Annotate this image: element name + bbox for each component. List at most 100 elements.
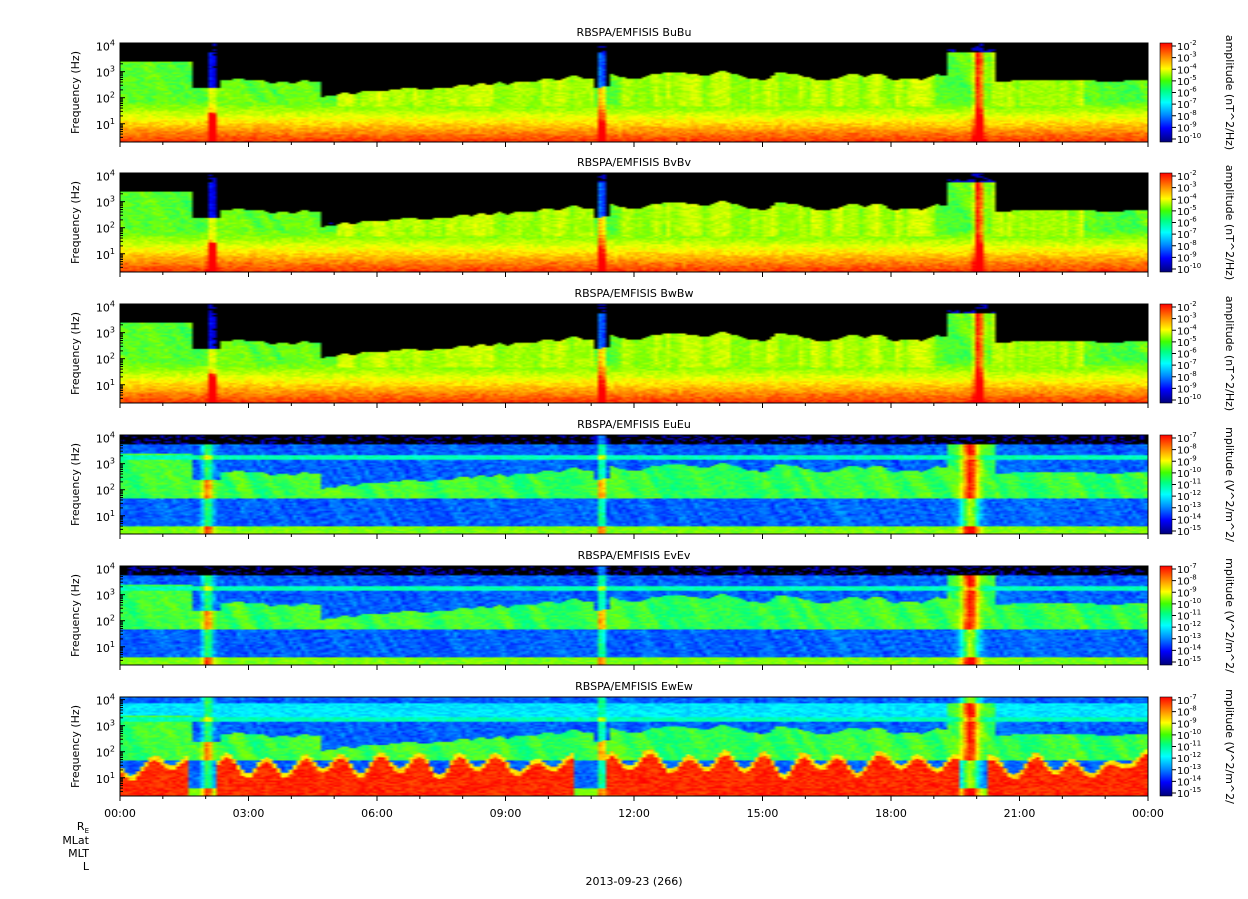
x-tick-label: 09:00: [490, 807, 522, 820]
colorbar-tick-label: 10-8: [1177, 370, 1197, 384]
colorbar-label: mplitude (V^2/m^2/: [1223, 689, 1236, 804]
y-tick-label: 102: [96, 91, 115, 106]
colorbar-tick-label: 10-11: [1177, 609, 1201, 623]
colorbar: [1159, 303, 1173, 404]
colorbar-tick-label: 10-8: [1177, 239, 1197, 253]
colorbar-tick-label: 10-9: [1177, 381, 1197, 395]
spectrogram-panels: RBSPA/EMFISIS BuBu 101 102 103 104 Frequency …: [69, 26, 1236, 820]
y-tick-label: 101: [96, 640, 115, 655]
y-tick-label: 101: [96, 117, 115, 132]
y-axis-label: Frequency (Hz): [69, 181, 82, 264]
colorbar-tick-label: 10-11: [1177, 478, 1201, 492]
panel-3: RBSPA/EMFISIS EuEu 101 102 103 104 Frequency …: [69, 418, 1236, 542]
colorbar-tick-label: 10-9: [1177, 585, 1197, 599]
y-tick-label: 104: [96, 39, 115, 54]
colorbar-tick-label: 10-11: [1177, 740, 1201, 754]
colorbar-tick-label: 10-14: [1177, 512, 1202, 526]
colorbar-tick-label: 10-7: [1177, 562, 1197, 576]
colorbar-tick-label: 10-3: [1177, 312, 1197, 326]
colorbar-tick-label: 10-10: [1177, 728, 1201, 742]
colorbar-tick-label: 10-8: [1177, 705, 1197, 719]
colorbar-label: amplitude (nT^2/Hz): [1223, 35, 1236, 150]
colorbar-label: amplitude (nT^2/Hz): [1223, 165, 1236, 280]
y-tick-label: 103: [96, 588, 115, 603]
y-tick-label: 103: [96, 719, 115, 734]
y-tick-label: 103: [96, 195, 115, 210]
colorbar-tick-label: 10-3: [1177, 51, 1197, 65]
colorbar-tick-label: 10-5: [1177, 335, 1197, 349]
colorbar: [1159, 696, 1173, 797]
x-tick-label: 15:00: [747, 807, 779, 820]
y-tick-label: 102: [96, 745, 115, 760]
colorbar-tick-label: 10-10: [1177, 132, 1201, 146]
colorbar-tick-label: 10-6: [1177, 86, 1197, 100]
y-tick-label: 104: [96, 300, 115, 315]
colorbar-tick-label: 10-6: [1177, 347, 1197, 361]
spectrogram-image: [120, 566, 1148, 665]
panel-4: RBSPA/EMFISIS EvEv 101 102 103 104 Frequency …: [69, 549, 1236, 673]
panel-0: RBSPA/EMFISIS BuBu 101 102 103 104 Frequency …: [69, 26, 1236, 150]
panel-5: RBSPA/EMFISIS EwEw 101 102 103 104 Frequency …: [69, 680, 1236, 820]
x-tick-label: 00:00: [104, 807, 136, 820]
colorbar-tick-label: 10-4: [1177, 192, 1197, 206]
colorbar-tick-label: 10-10: [1177, 597, 1201, 611]
spectrogram-image: [120, 43, 1148, 142]
colorbar-tick-label: 10-6: [1177, 216, 1197, 230]
x-tick-label: 06:00: [361, 807, 393, 820]
colorbar-tick-label: 10-7: [1177, 358, 1197, 372]
colorbar-tick-label: 10-2: [1177, 39, 1197, 53]
colorbar-label: mplitude (V^2/m^2/: [1223, 558, 1236, 673]
colorbar-tick-label: 10-12: [1177, 751, 1201, 765]
colorbar-tick-label: 10-9: [1177, 250, 1197, 264]
colorbar-tick-label: 10-14: [1177, 774, 1202, 788]
colorbar-tick-label: 10-5: [1177, 204, 1197, 218]
colorbar-label: mplitude (V^2/m^2/: [1223, 427, 1236, 542]
y-axis-label: Frequency (Hz): [69, 312, 82, 395]
spectrogram-image: [120, 697, 1148, 796]
colorbar-tick-label: 10-13: [1177, 763, 1201, 777]
panel-title: RBSPA/EMFISIS BwBw: [575, 287, 694, 300]
colorbar-tick-label: 10-8: [1177, 109, 1197, 123]
x-tick-label: 00:00: [1132, 807, 1164, 820]
y-axis-label: Frequency (Hz): [69, 443, 82, 526]
x-tick-label: 18:00: [875, 807, 907, 820]
x-tick-label: 21:00: [1004, 807, 1036, 820]
colorbar: [1159, 434, 1173, 535]
colorbar-tick-label: 10-8: [1177, 574, 1197, 588]
colorbar: [1159, 172, 1173, 273]
y-tick-label: 104: [96, 693, 115, 708]
colorbar-tick-label: 10-4: [1177, 62, 1197, 76]
colorbar-tick-label: 10-12: [1177, 489, 1201, 503]
colorbar-tick-label: 10-12: [1177, 620, 1201, 634]
panel-title: RBSPA/EMFISIS BuBu: [577, 26, 692, 39]
colorbar-tick-label: 10-7: [1177, 227, 1197, 241]
panel-1: RBSPA/EMFISIS BvBv 101 102 103 104 Frequency …: [69, 156, 1236, 280]
colorbar-label: amplitude (nT^2/Hz): [1223, 296, 1236, 411]
colorbar-tick-label: 10-2: [1177, 300, 1197, 314]
colorbar-tick-label: 10-9: [1177, 454, 1197, 468]
y-tick-label: 104: [96, 169, 115, 184]
y-axis-label: Frequency (Hz): [69, 705, 82, 788]
panel-title: RBSPA/EMFISIS EvEv: [578, 549, 691, 562]
colorbar-tick-label: 10-13: [1177, 501, 1201, 515]
y-tick-label: 101: [96, 771, 115, 786]
colorbar-tick-label: 10-5: [1177, 74, 1197, 88]
colorbar-tick-label: 10-10: [1177, 466, 1201, 480]
colorbar-tick-label: 10-3: [1177, 181, 1197, 195]
panel-title: RBSPA/EMFISIS EwEw: [575, 680, 693, 693]
spectrogram-image: [120, 435, 1148, 534]
colorbar-tick-label: 10-8: [1177, 443, 1197, 457]
colorbar-tick-label: 10-13: [1177, 632, 1201, 646]
y-axis-label: Frequency (Hz): [69, 51, 82, 134]
colorbar-tick-label: 10-15: [1177, 524, 1201, 538]
y-tick-label: 101: [96, 247, 115, 262]
x-tick-label: 12:00: [618, 807, 650, 820]
ephemeris-label-re: RE: [77, 820, 89, 835]
y-tick-label: 104: [96, 431, 115, 446]
colorbar-tick-label: 10-14: [1177, 643, 1202, 657]
date-label: 2013-09-23 (266): [585, 875, 682, 888]
colorbar-tick-label: 10-15: [1177, 655, 1201, 669]
colorbar: [1159, 565, 1173, 666]
y-tick-label: 103: [96, 457, 115, 472]
y-tick-label: 102: [96, 221, 115, 236]
